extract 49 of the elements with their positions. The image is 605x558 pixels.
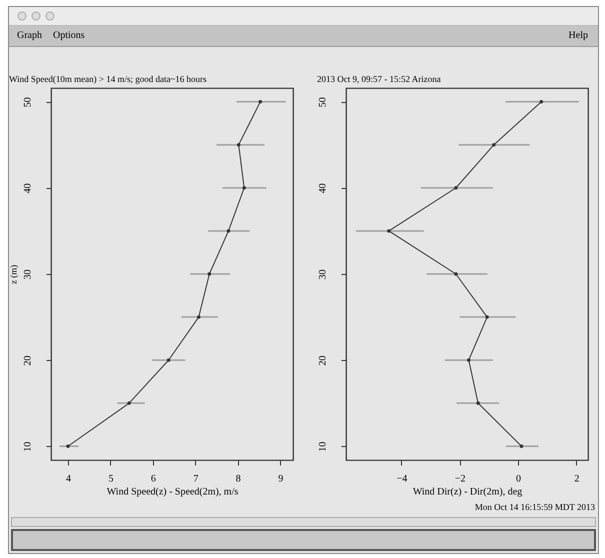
y-tick-label: 40 [22, 183, 34, 194]
point [540, 100, 544, 104]
x-tick-label: 4 [66, 474, 71, 484]
point [485, 315, 489, 319]
point [242, 186, 246, 190]
point [520, 444, 524, 448]
y-tick-label: 50 [318, 97, 328, 108]
line-series [66, 100, 262, 448]
x-tick-label: −2 [454, 474, 466, 484]
x-axis-title: Wind Speed(z) - Speed(2m), m/s [106, 486, 238, 498]
point [387, 229, 391, 233]
x-axis-title: Wind Dir(z) - Dir(2m), deg [412, 486, 522, 498]
y-tick-label: 20 [22, 356, 34, 366]
x-tick-label: 6 [150, 474, 156, 484]
y-tick-label: 10 [22, 442, 34, 452]
point [208, 272, 212, 276]
y-tick-label: 30 [318, 270, 328, 280]
point [197, 315, 200, 319]
chart-title: 2013 Oct 9, 09:57 - 15:52 Arizona [317, 74, 441, 84]
y-axis-title: z (m) [8, 264, 18, 284]
point [236, 143, 240, 147]
y-tick-label: 10 [318, 442, 328, 452]
y-tick-label: 40 [318, 183, 328, 194]
point [454, 186, 458, 190]
text: Help [568, 30, 588, 41]
chart-title: Wind Speed(10m mean) > 14 m/s; good data~16 hours [9, 74, 208, 84]
point [454, 272, 458, 276]
point [226, 229, 230, 233]
x-tick-label: 8 [236, 474, 241, 484]
point [492, 143, 496, 147]
x-tick-label: 9 [278, 474, 284, 484]
y-tick-label: 30 [22, 270, 34, 280]
point [467, 358, 470, 362]
line-series [387, 100, 544, 448]
x-tick-label: 5 [108, 474, 114, 484]
point [127, 401, 131, 405]
point [258, 100, 262, 104]
text: Graph [17, 30, 42, 41]
x-tick-label: −4 [396, 474, 408, 484]
y-tick-label: 50 [22, 97, 34, 108]
y-tick-label: 20 [318, 356, 328, 366]
text: Options [53, 30, 85, 41]
x-tick-label: 0 [516, 474, 522, 484]
point [476, 401, 480, 405]
text: Mon Oct 14 16:15:59 MDT 2013 [474, 502, 595, 512]
x-tick-label: 2 [574, 474, 580, 484]
x-tick-label: 7 [193, 474, 198, 484]
point [166, 358, 170, 362]
point [66, 444, 70, 448]
